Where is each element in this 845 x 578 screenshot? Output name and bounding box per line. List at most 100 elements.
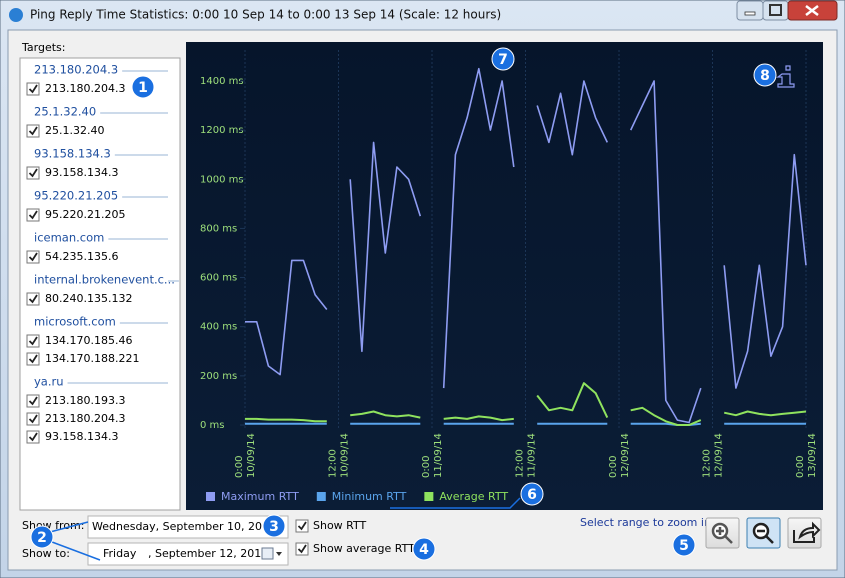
y-tick-label: 800 ms <box>200 223 237 234</box>
show-to-day: Friday <box>103 547 137 560</box>
badge-6-pointer <box>390 497 521 509</box>
series-line <box>245 422 806 426</box>
badge: 1 <box>131 75 155 99</box>
x-tick-label: 0:00 <box>234 456 245 478</box>
group-name: 93.158.134.3 <box>34 147 111 161</box>
badge: 3 <box>262 514 286 538</box>
checkbox[interactable] <box>295 542 309 556</box>
group-name: 213.180.204.3 <box>34 63 118 77</box>
group-name: internal.brokenevent.c... <box>34 273 175 287</box>
y-tick-label: 600 ms <box>200 273 237 284</box>
check-mark <box>297 544 307 554</box>
checkbox[interactable] <box>26 292 40 306</box>
toolbar <box>705 517 822 549</box>
app-icon <box>9 8 23 22</box>
series-line <box>245 382 807 426</box>
check-mark <box>28 84 38 94</box>
badge-number: 5 <box>679 538 689 554</box>
check-mark <box>28 414 38 424</box>
host-name: 134.170.188.221 <box>45 352 139 365</box>
badge: 5 <box>672 533 696 557</box>
host-name: 54.235.135.6 <box>45 250 118 263</box>
x-tick-label: 11/09/14 <box>433 433 444 478</box>
zoom-hint: Select range to zoom in <box>580 516 711 529</box>
check-mark <box>297 521 307 531</box>
host-name: 134.170.185.46 <box>45 334 132 347</box>
checkbox[interactable] <box>26 430 40 444</box>
badge-circle <box>30 525 54 549</box>
y-tick-label: 1000 ms <box>200 174 244 185</box>
chart: 0 ms 200 ms 400 ms 600 ms 800 ms 1000 ms 1200 … <box>200 50 818 503</box>
checkbox[interactable] <box>26 166 40 180</box>
targets-label: Targets: <box>21 41 65 54</box>
options: Show RTT Show average RTT <box>295 519 415 556</box>
show-from-value: Wednesday, September 10, 2014 <box>92 520 276 533</box>
group-name: 25.1.32.40 <box>34 105 96 119</box>
host-name: 93.158.134.3 <box>45 166 118 179</box>
x-tick-label: 10/09/14 <box>246 433 257 478</box>
maximize-button[interactable] <box>762 0 789 21</box>
x-tick-label: 12:00 <box>702 449 713 478</box>
check-mark <box>28 432 38 442</box>
check-mark <box>28 210 38 220</box>
x-tick-label: 12:00 <box>328 449 339 478</box>
info-icon[interactable] <box>776 65 795 88</box>
host-name: 95.220.21.205 <box>45 208 125 221</box>
export-icon <box>793 521 821 543</box>
badge-circle <box>520 482 544 506</box>
checkbox[interactable] <box>26 412 40 426</box>
chart-area <box>186 42 823 510</box>
checkbox[interactable] <box>26 82 40 96</box>
badge: 7 <box>491 47 515 71</box>
check-mark <box>28 168 38 178</box>
minimize-button[interactable] <box>736 0 764 21</box>
dropdown-arrow <box>276 552 282 556</box>
badges: 1 2 3 4 5 6 7 8 <box>30 47 777 561</box>
checkbox[interactable] <box>295 519 309 533</box>
option-label: Show RTT <box>313 519 367 532</box>
x-tick-label: 12:00 <box>515 449 526 478</box>
show-to-date: , September 12, 2014 <box>148 547 268 560</box>
x-tick-label: 12/09/14 <box>714 433 725 478</box>
y-tick-label: 0 ms <box>200 420 225 431</box>
close-icon <box>805 5 819 16</box>
calendar-button[interactable] <box>261 547 274 560</box>
host-name: 25.1.32.40 <box>45 124 104 137</box>
check-mark <box>28 396 38 406</box>
host-name: 80.240.135.132 <box>45 292 132 305</box>
badge-circle <box>753 63 777 87</box>
checkbox[interactable] <box>26 334 40 348</box>
show-to-field[interactable] <box>87 542 289 566</box>
zoom-in-glyph <box>716 527 733 544</box>
checkbox[interactable] <box>26 124 40 138</box>
show-to-label: Show to: <box>22 547 70 560</box>
badge-2-pointer <box>49 521 101 561</box>
x-tick-label: 13/09/14 <box>807 433 818 478</box>
legend-swatch <box>424 492 434 501</box>
window-title: Ping Reply Time Statistics: 0:00 10 Sep … <box>30 8 501 22</box>
checkbox[interactable] <box>26 352 40 366</box>
badge-circle <box>491 47 515 71</box>
check-mark <box>28 336 38 346</box>
check-mark <box>28 126 38 136</box>
show-from-field[interactable] <box>87 515 289 539</box>
badge: 2 <box>30 525 54 549</box>
checkbox[interactable] <box>26 394 40 408</box>
badge-number: 1 <box>138 80 148 96</box>
checkbox[interactable] <box>26 208 40 222</box>
legend-label[interactable]: Maximum RTT <box>221 490 299 503</box>
badge: 8 <box>753 63 777 87</box>
badge-circle <box>672 533 696 557</box>
badge-number: 8 <box>760 68 770 84</box>
checkbox[interactable] <box>26 250 40 264</box>
badge: 6 <box>520 482 544 506</box>
targets-list: 213.180.204.3 213.180.204.3 25.1.32.40 25.1… <box>26 63 179 444</box>
host-name: 213.180.204.3 <box>45 82 125 95</box>
legend-label[interactable]: Average RTT <box>439 490 508 503</box>
check-mark <box>28 294 38 304</box>
badge-number: 7 <box>498 52 508 68</box>
group-name: iceman.com <box>34 231 104 245</box>
legend-label[interactable]: Minimum RTT <box>332 490 407 503</box>
group-name: ya.ru <box>34 375 64 389</box>
